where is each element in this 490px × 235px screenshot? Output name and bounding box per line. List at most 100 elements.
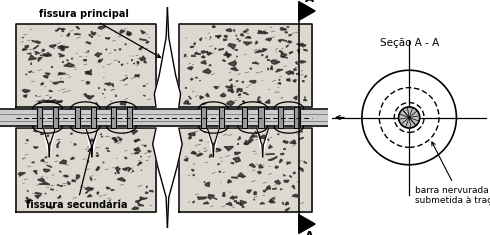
Polygon shape xyxy=(242,107,247,128)
Polygon shape xyxy=(62,29,64,31)
Polygon shape xyxy=(293,79,296,82)
Polygon shape xyxy=(57,185,63,186)
Polygon shape xyxy=(154,8,180,106)
Polygon shape xyxy=(146,198,147,199)
Polygon shape xyxy=(217,36,220,39)
Polygon shape xyxy=(50,189,54,190)
Polygon shape xyxy=(140,56,146,61)
Polygon shape xyxy=(266,38,271,41)
Polygon shape xyxy=(137,162,142,166)
Polygon shape xyxy=(210,37,211,38)
Polygon shape xyxy=(194,43,195,45)
Polygon shape xyxy=(74,34,80,35)
Polygon shape xyxy=(37,107,42,128)
Polygon shape xyxy=(43,76,49,78)
Polygon shape xyxy=(56,155,59,156)
Polygon shape xyxy=(201,61,206,64)
Polygon shape xyxy=(68,181,70,184)
Polygon shape xyxy=(144,145,147,146)
Polygon shape xyxy=(244,31,247,32)
Polygon shape xyxy=(146,41,149,43)
Polygon shape xyxy=(287,162,291,164)
Polygon shape xyxy=(90,151,93,153)
Polygon shape xyxy=(26,140,28,141)
Polygon shape xyxy=(195,52,198,54)
Polygon shape xyxy=(189,96,191,99)
Polygon shape xyxy=(191,151,196,154)
Polygon shape xyxy=(25,197,32,202)
Polygon shape xyxy=(207,52,212,55)
Polygon shape xyxy=(184,54,186,57)
Polygon shape xyxy=(228,180,232,183)
Polygon shape xyxy=(96,166,99,171)
Polygon shape xyxy=(226,101,234,106)
Polygon shape xyxy=(299,137,304,139)
Polygon shape xyxy=(106,148,109,149)
Polygon shape xyxy=(238,94,241,95)
Polygon shape xyxy=(278,134,279,135)
Polygon shape xyxy=(51,66,53,67)
Polygon shape xyxy=(268,68,269,70)
Polygon shape xyxy=(215,148,221,151)
Polygon shape xyxy=(245,143,247,145)
Polygon shape xyxy=(218,164,220,165)
Polygon shape xyxy=(88,160,89,162)
Polygon shape xyxy=(272,188,276,189)
Polygon shape xyxy=(42,100,48,101)
Polygon shape xyxy=(132,207,139,210)
Polygon shape xyxy=(236,56,238,57)
Polygon shape xyxy=(42,49,45,51)
Polygon shape xyxy=(125,44,126,45)
Polygon shape xyxy=(137,62,139,64)
Text: A: A xyxy=(305,230,315,235)
Polygon shape xyxy=(27,191,28,192)
Polygon shape xyxy=(282,57,288,58)
Polygon shape xyxy=(291,71,294,74)
Polygon shape xyxy=(85,71,92,74)
Polygon shape xyxy=(258,31,262,32)
Polygon shape xyxy=(227,53,230,58)
Polygon shape xyxy=(48,135,49,136)
Polygon shape xyxy=(38,57,42,62)
Polygon shape xyxy=(242,81,244,83)
Polygon shape xyxy=(233,157,241,162)
Polygon shape xyxy=(23,96,25,97)
Polygon shape xyxy=(193,175,195,176)
Polygon shape xyxy=(215,35,221,36)
Polygon shape xyxy=(197,54,200,55)
Polygon shape xyxy=(115,167,120,172)
Polygon shape xyxy=(290,176,292,177)
Polygon shape xyxy=(113,138,118,143)
Polygon shape xyxy=(223,53,232,56)
Polygon shape xyxy=(302,81,304,82)
Polygon shape xyxy=(275,166,278,168)
Polygon shape xyxy=(287,79,290,81)
Polygon shape xyxy=(87,195,92,197)
Polygon shape xyxy=(199,38,202,41)
Polygon shape xyxy=(72,180,76,182)
Polygon shape xyxy=(189,135,192,139)
Polygon shape xyxy=(84,94,86,95)
Polygon shape xyxy=(112,137,117,140)
Polygon shape xyxy=(293,194,298,197)
Polygon shape xyxy=(269,158,276,160)
Polygon shape xyxy=(57,100,63,103)
Polygon shape xyxy=(58,28,65,29)
Polygon shape xyxy=(247,190,251,193)
Polygon shape xyxy=(115,50,116,51)
Polygon shape xyxy=(283,141,288,143)
Polygon shape xyxy=(35,195,41,198)
Polygon shape xyxy=(284,180,289,182)
Polygon shape xyxy=(224,35,227,37)
Polygon shape xyxy=(111,190,114,191)
Polygon shape xyxy=(140,162,142,163)
Polygon shape xyxy=(179,129,312,212)
Polygon shape xyxy=(294,142,295,144)
Polygon shape xyxy=(288,41,292,43)
Polygon shape xyxy=(83,60,87,61)
Polygon shape xyxy=(237,90,240,92)
Polygon shape xyxy=(132,171,134,172)
Polygon shape xyxy=(33,147,38,148)
Polygon shape xyxy=(292,185,295,189)
Polygon shape xyxy=(285,32,288,33)
